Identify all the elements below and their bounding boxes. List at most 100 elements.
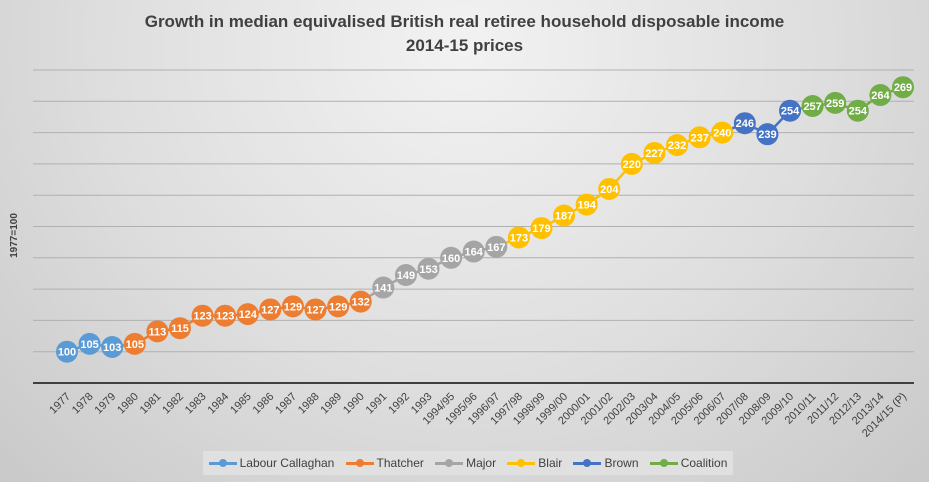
legend-swatch [345,458,374,467]
data-label: 149 [397,270,415,282]
data-point [281,295,304,318]
x-tick-label: 1982 [160,391,186,417]
legend-label: Blair [538,456,563,470]
data-point [168,317,191,340]
data-point [620,152,643,175]
data-point [643,141,666,164]
data-point [327,295,350,318]
data-label: 113 [149,326,167,338]
data-point [666,134,689,157]
data-point [869,84,892,107]
x-tick-label: 1978 [70,391,96,417]
data-label: 194 [577,200,596,212]
subtitle-line: 2014-15 prices [405,36,524,55]
data-point [462,240,485,263]
legend-label: Coalition [680,456,728,470]
data-label: 227 [645,148,663,160]
data-label: 132 [352,297,370,309]
legend-label: Labour Callaghan [239,456,335,470]
data-point [846,99,869,122]
legend-item: Blair [507,456,562,470]
legend-swatch [507,458,536,467]
x-tick-label: 1977 [47,391,73,417]
data-point [146,320,169,343]
data-point [191,304,214,327]
data-point [56,340,78,363]
x-tick-label: 1980 [115,391,141,417]
x-tick-label: 1990 [341,391,367,417]
x-tick-label: 1981 [138,391,164,417]
legend-swatch [573,458,602,467]
legend-item: Coalition [649,456,728,470]
data-label: 129 [284,301,302,313]
legend-item: Thatcher [345,456,424,470]
data-point [688,126,711,149]
data-label: 141 [374,283,392,295]
data-label: 259 [826,98,844,110]
data-point [78,332,101,355]
x-tick-label: 1979 [93,391,119,417]
x-tick-label: 1991 [364,391,390,417]
data-label: 254 [781,106,800,118]
data-label: 204 [600,184,619,196]
data-label: 232 [668,140,686,152]
data-label: 239 [758,129,776,141]
data-point [440,246,463,269]
data-point [394,264,417,287]
legend-swatch [208,458,237,467]
data-point [101,336,124,359]
data-label: 240 [713,128,731,140]
data-label: 173 [510,232,528,244]
legend-item: Brown [573,456,639,470]
data-label: 127 [306,304,324,316]
data-label: 160 [442,253,460,265]
data-label: 167 [487,242,505,254]
x-tick-label: 1985 [228,391,254,417]
data-label: 127 [261,304,279,316]
data-point [214,304,237,327]
data-label: 129 [329,301,347,313]
legend-item: Major [435,456,496,470]
data-point [530,217,553,240]
data-label: 179 [532,223,550,235]
data-label: 105 [126,339,144,351]
legend-swatch [435,458,464,467]
data-point [236,303,259,326]
data-point [507,226,530,249]
data-point [824,91,847,114]
data-label: 103 [103,342,121,354]
chart-title: Growth in median equivalised British rea… [0,10,929,58]
data-label: 257 [803,101,821,113]
data-label: 269 [894,82,912,94]
data-label: 153 [419,264,437,276]
data-point [485,235,508,258]
data-label: 164 [465,247,484,259]
x-tick-label: 1987 [273,391,299,417]
data-label: 124 [239,309,258,321]
data-point [304,298,327,321]
data-label: 246 [736,118,754,130]
data-point [349,290,372,313]
data-label: 100 [58,347,76,359]
data-point [259,298,282,321]
legend-label: Brown [604,456,639,470]
x-tick-label: 1986 [251,391,277,417]
legend-label: Thatcher [376,456,424,470]
data-label: 123 [193,311,211,323]
data-point [801,94,824,117]
data-label: 105 [80,339,98,351]
legend-item: Labour Callaghan [208,456,335,470]
legend: Labour Callaghan Thatcher Major Blair Brown C… [203,451,733,475]
data-label: 237 [690,132,708,144]
legend-swatch [649,458,678,467]
x-tick-label: 1989 [318,391,344,417]
data-label: 123 [216,311,234,323]
data-label: 115 [171,323,189,335]
x-tick-label: 1988 [296,391,322,417]
data-label: 220 [623,159,641,171]
data-point [123,332,146,355]
data-point [733,112,756,135]
data-point [892,76,914,99]
data-point [711,121,734,144]
